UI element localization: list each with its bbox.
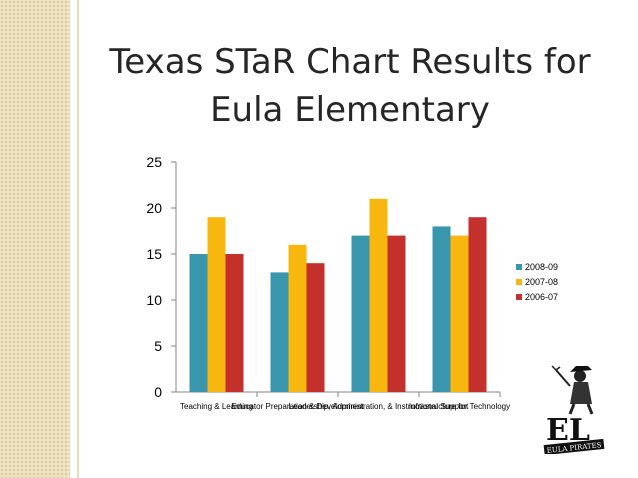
bar: [432, 226, 451, 392]
y-tick-label: 5: [154, 338, 162, 354]
y-tick-label: 20: [146, 200, 162, 216]
bar: [270, 272, 289, 392]
bar: [450, 235, 469, 392]
legend-swatch: [516, 264, 522, 270]
y-tick-label: 15: [146, 246, 162, 262]
y-tick-label: 25: [146, 154, 162, 170]
legend-swatch: [516, 279, 522, 285]
slide-title: Texas STaR Chart Results for Eula Elemen…: [109, 42, 591, 130]
bar: [369, 198, 388, 392]
bar: [351, 235, 370, 392]
bar: [189, 254, 208, 392]
eula-pirates-logo: EL EULA PIRATES: [543, 365, 605, 454]
bar: [225, 254, 244, 392]
x-tick-label: Teaching & Learning: [180, 402, 253, 411]
x-tick-label: Educator Preparation & Development: [231, 402, 364, 411]
bar: [288, 244, 307, 392]
bar: [207, 217, 226, 392]
bar: [468, 217, 487, 392]
legend-swatch: [516, 294, 522, 300]
legend-label: 2008-09: [525, 262, 558, 272]
x-tick-label: Leadership, Administration, & Instructio…: [289, 402, 469, 411]
decorative-side-pattern: [0, 0, 70, 478]
decorative-divider: [77, 0, 79, 478]
bar: [306, 263, 325, 392]
x-tick-label: Infrastructure for Technology: [409, 402, 510, 411]
y-tick-label: 0: [154, 384, 162, 400]
bar: [387, 235, 406, 392]
legend-label: 2007-08: [525, 277, 558, 287]
y-tick-label: 10: [146, 292, 162, 308]
legend-label: 2006-07: [525, 292, 558, 302]
